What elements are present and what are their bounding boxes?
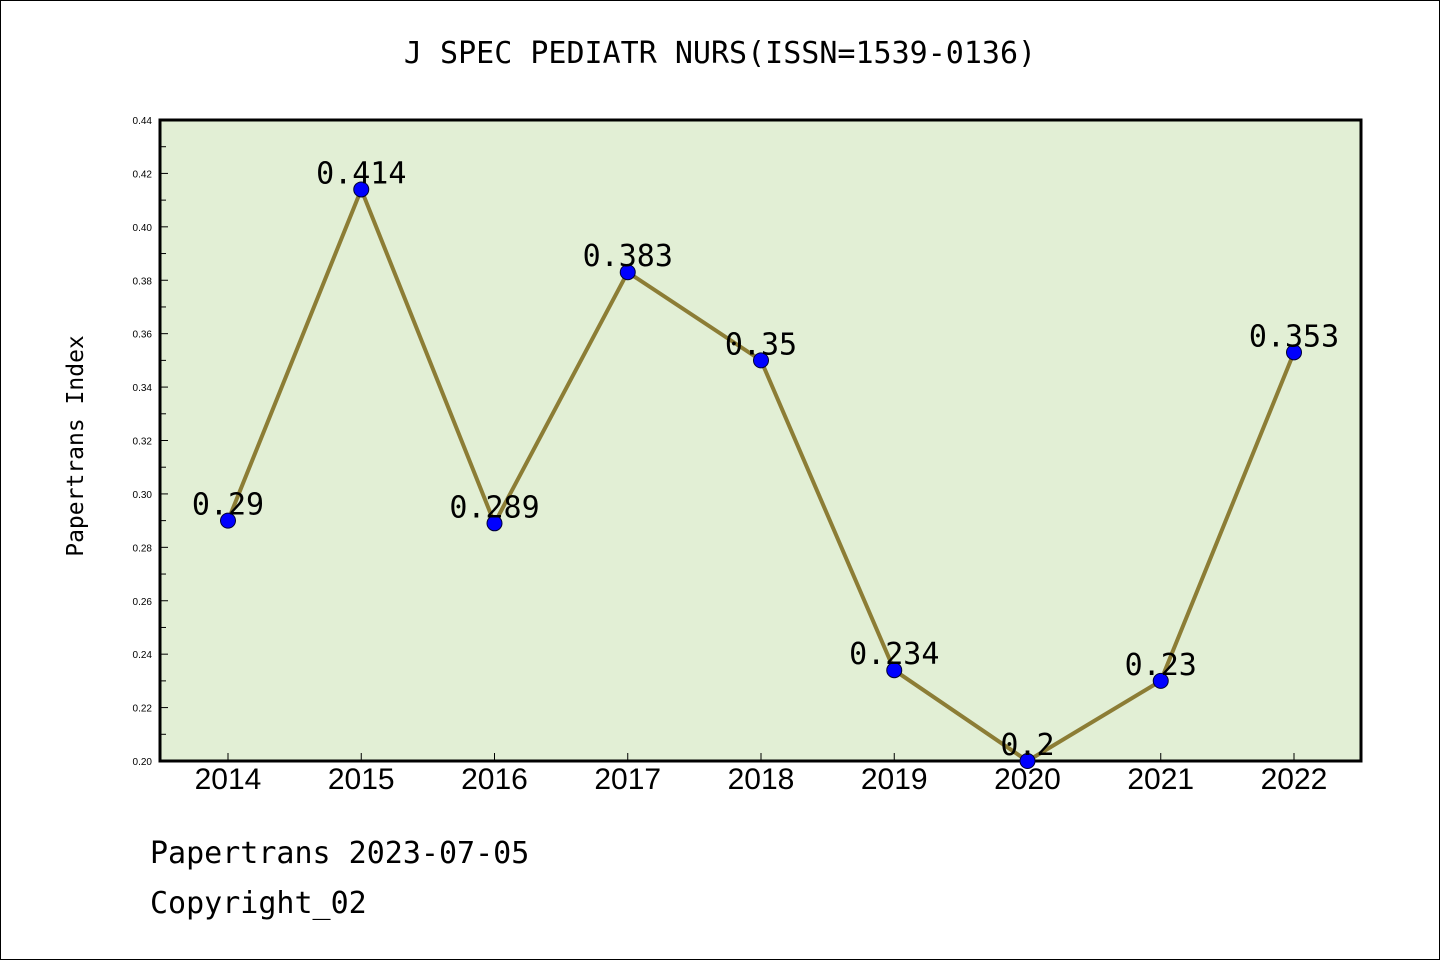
y-tick-label: 0.44	[133, 116, 153, 127]
y-tick-label: 0.38	[133, 276, 153, 287]
data-label: 0.23	[1125, 648, 1197, 683]
data-point	[486, 515, 503, 532]
data-label: 0.234	[849, 637, 939, 672]
data-point	[753, 352, 769, 369]
y-tick-label: 0.22	[133, 704, 153, 715]
y-tick-label: 0.24	[133, 650, 153, 661]
data-point	[1286, 344, 1302, 361]
data-point	[886, 662, 903, 679]
y-tick-label: 0.34	[133, 383, 153, 394]
chart-title: J SPEC PEDIATR NURS(ISSN=1539-0136)	[403, 36, 1037, 71]
y-axis: 0.20 0.22 0.24 0.26 0.28 0.30 0.32 0.34 0.36 0.38…	[133, 116, 168, 768]
series-markers	[220, 181, 1302, 769]
data-label: 0.414	[316, 156, 406, 191]
y-tick-label: 0.36	[133, 330, 153, 341]
data-point	[1152, 672, 1169, 689]
data-point	[220, 512, 236, 529]
x-tick-label: 2021	[1127, 763, 1194, 796]
y-tick-label: 0.40	[133, 223, 153, 234]
data-label: 0.29	[192, 488, 264, 523]
data-point	[353, 181, 370, 198]
x-tick-label: 2015	[328, 763, 395, 796]
footer-copyright-line: Copyright_02	[150, 886, 367, 921]
x-tick-label: 2014	[195, 763, 262, 796]
data-point	[1019, 753, 1036, 769]
footer-date-line: Papertrans 2023-07-05	[150, 836, 530, 871]
data-labels: 0.29 0.414 0.289 0.383 0.35 0.234 0.2 0.23 0.353	[192, 156, 1339, 763]
data-label: 0.35	[725, 327, 797, 362]
y-tick-label: 0.26	[133, 597, 153, 608]
x-tick-label: 2017	[594, 763, 661, 796]
data-point	[619, 264, 636, 281]
x-tick-label: 2022	[1261, 763, 1328, 796]
x-axis: 2014 2015 2016 2017 2018 2019 2020 2021 2022	[195, 753, 1328, 796]
x-tick-label: 2019	[861, 763, 928, 796]
y-tick-label: 0.30	[133, 490, 153, 501]
y-tick-label: 0.42	[133, 169, 153, 180]
data-label: 0.353	[1249, 319, 1339, 354]
x-tick-label: 2018	[728, 763, 795, 796]
data-label: 0.2	[1000, 728, 1054, 763]
plot-area	[158, 118, 1363, 763]
y-tick-label: 0.28	[133, 543, 153, 554]
x-tick-label: 2016	[461, 763, 528, 796]
y-tick-label: 0.20	[133, 757, 153, 768]
data-label: 0.383	[583, 239, 673, 274]
y-tick-label: 0.32	[133, 437, 153, 448]
data-label: 0.289	[449, 490, 539, 525]
